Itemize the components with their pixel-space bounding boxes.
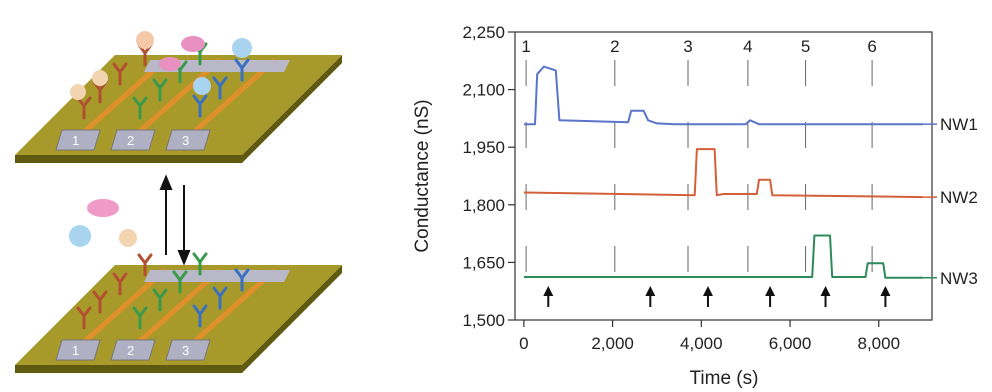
series-labels: NW1 NW2 NW3	[923, 115, 978, 288]
bottom-chip-pads: 1 2 3	[55, 339, 211, 361]
sensor-schematic: 1 2 3	[15, 31, 342, 373]
bound-protein-b	[92, 70, 108, 86]
top-pad-label-2: 2	[127, 133, 134, 148]
top-pad-label-1: 1	[72, 133, 79, 148]
bottom-back-electrode	[144, 270, 290, 282]
x-tick-label-4: 8,000	[857, 334, 900, 353]
top-device: 1 2 3	[15, 31, 342, 163]
event-label-3: 3	[683, 37, 692, 56]
bottom-pad-3	[165, 339, 211, 361]
top-pad-2	[110, 129, 156, 151]
plot-frame	[514, 31, 933, 321]
event-label-1: 1	[521, 37, 530, 56]
bound-protein-d	[159, 57, 181, 71]
y-tick-label-5: 2,250	[462, 23, 505, 42]
bound-protein-a	[70, 84, 86, 100]
free-protein-blue	[69, 225, 91, 247]
injection-arrow-1	[543, 286, 554, 307]
y-axis: 1,500 1,650 1,800 1,950 2,100 2,250	[462, 23, 515, 330]
y-tick-label-2: 1,800	[462, 196, 505, 215]
event-label-4: 4	[743, 37, 752, 56]
injection-arrow-5	[820, 286, 831, 307]
y-tick-label-3: 1,950	[462, 138, 505, 157]
y-tick-label-4: 2,100	[462, 81, 505, 100]
free-proteins	[69, 199, 137, 247]
injection-arrow-2	[645, 286, 656, 307]
x-axis: 0 2,000 4,000 6,000 8,000	[519, 320, 900, 353]
x-tick-label-3: 6,000	[769, 334, 812, 353]
top-pad-label-3: 3	[182, 133, 189, 148]
series-line-nw1	[523, 65, 924, 126]
top-nanowire-1	[73, 58, 167, 142]
series-label-nw3: NW3	[940, 269, 978, 288]
top-pad-1	[55, 129, 101, 151]
x-tick-label-1: 2,000	[591, 334, 634, 353]
y-tick-label-0: 1,500	[462, 311, 505, 330]
bottom-nanowire-1	[73, 268, 167, 352]
free-protein-peach	[119, 229, 137, 247]
bottom-nanowire-3	[183, 268, 277, 352]
event-label-2: 2	[610, 37, 619, 56]
y-tick-label-1: 1,650	[462, 253, 505, 272]
injection-arrow-3	[702, 286, 713, 307]
event-markers: 1 2 3 4 5 6	[521, 37, 877, 290]
x-axis-title: Time (s)	[690, 368, 759, 389]
top-nanowire-2	[128, 58, 222, 142]
bottom-pad-2	[110, 339, 156, 361]
bound-protein-c	[136, 31, 154, 49]
bound-protein-e	[181, 36, 205, 52]
top-bound-proteins	[70, 31, 252, 100]
top-nanowire-3	[183, 58, 277, 142]
bottom-device: 1 2 3	[15, 252, 342, 373]
bound-protein-g	[232, 38, 252, 58]
injection-arrow-6	[880, 286, 891, 307]
series-label-nw1: NW1	[940, 115, 978, 134]
x-tick-label-0: 0	[519, 334, 528, 353]
y-axis-title: Conductance (nS)	[412, 99, 433, 252]
top-chip-pads: 1 2 3	[55, 129, 211, 151]
bottom-antibodies	[76, 252, 250, 330]
event-label-5: 5	[801, 37, 810, 56]
series-label-nw2: NW2	[940, 188, 978, 207]
bottom-pad-label-2: 2	[127, 343, 134, 358]
bottom-nanowire-2	[128, 268, 222, 352]
series-line-nw2	[523, 148, 924, 199]
injection-arrow-4	[765, 286, 776, 307]
bottom-pad-1	[55, 339, 101, 361]
top-pad-3	[165, 129, 211, 151]
bottom-pad-label-1: 1	[72, 343, 79, 358]
series-line-nw3	[523, 234, 924, 279]
event-label-6: 6	[867, 37, 876, 56]
injection-arrows	[543, 286, 891, 307]
free-protein-pink	[87, 199, 119, 217]
bottom-pad-label-3: 3	[182, 343, 189, 358]
bound-protein-f	[193, 77, 211, 95]
series-traces	[523, 65, 924, 279]
x-tick-label-2: 4,000	[680, 334, 723, 353]
equilibrium-arrows	[159, 174, 191, 266]
